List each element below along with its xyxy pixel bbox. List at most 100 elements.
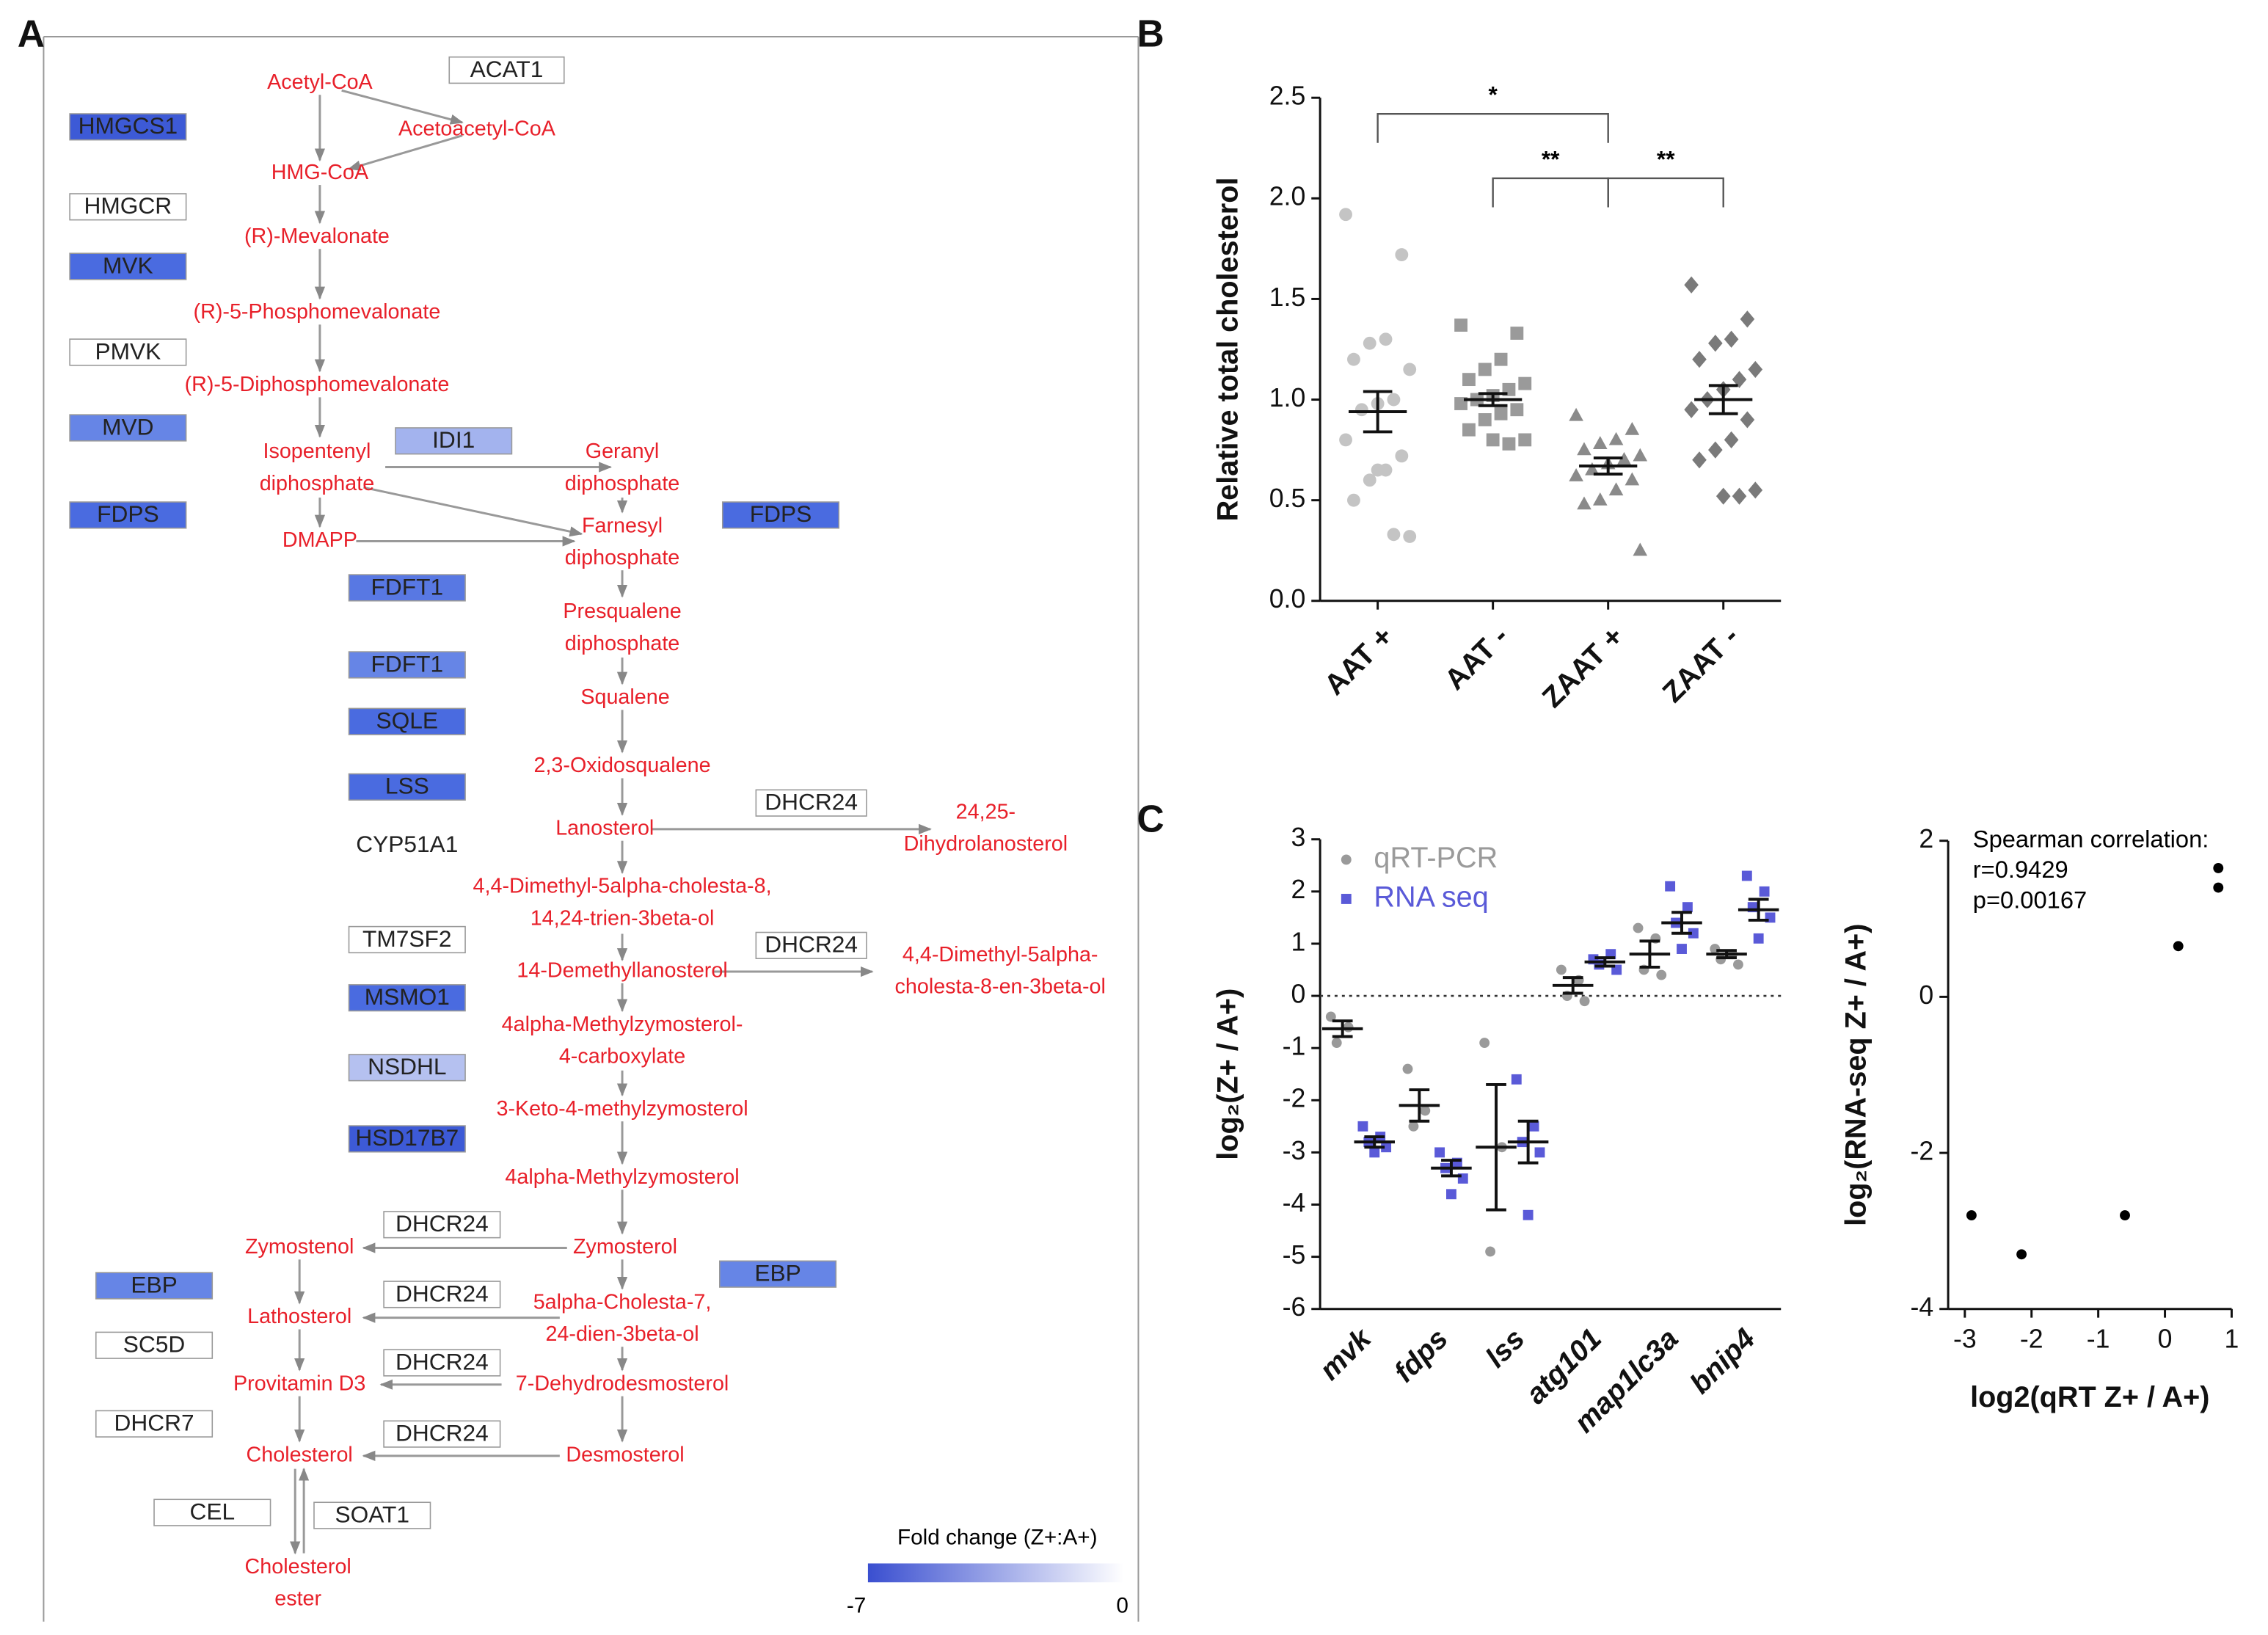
enzyme-label: SC5D xyxy=(123,1331,186,1358)
data-point xyxy=(1740,411,1755,429)
data-point xyxy=(2173,941,2184,952)
annotation: Spearman correlation: xyxy=(1973,825,2209,852)
data-point xyxy=(1510,403,1524,417)
error-bar xyxy=(1639,939,1660,969)
enzyme-label: MVK xyxy=(103,252,153,278)
data-point xyxy=(1608,431,1624,445)
data-point xyxy=(1708,441,1723,459)
data-point xyxy=(1579,996,1590,1007)
enzyme-label: DHCR24 xyxy=(765,789,858,815)
enzyme-label: EBP xyxy=(754,1260,801,1286)
x-tick-label: fdps xyxy=(1388,1322,1454,1388)
data-point xyxy=(1446,1189,1456,1200)
metabolite: 4alpha-Methylzymosterol- xyxy=(502,1013,743,1036)
data-point xyxy=(1478,363,1492,376)
data-point xyxy=(1403,530,1417,543)
data-point xyxy=(1577,496,1591,510)
pathway-arrows xyxy=(290,89,932,1555)
error-bar xyxy=(1364,1135,1385,1149)
enzyme-box xyxy=(69,193,187,221)
enzyme-label: PMVK xyxy=(95,338,161,364)
arrow xyxy=(363,486,583,537)
x-tick-label: bnip4 xyxy=(1684,1322,1762,1400)
enzyme-box xyxy=(383,1420,501,1448)
metabolite: Dihydrolanosterol xyxy=(904,832,1068,856)
x-tick-label: -1 xyxy=(2087,1325,2110,1354)
data-point xyxy=(1692,451,1707,469)
metabolite: Provitamin D3 xyxy=(233,1372,365,1395)
metabolite: (R)-5-Diphosphomevalonate xyxy=(185,373,450,396)
data-point xyxy=(1339,433,1352,447)
enzyme-box xyxy=(69,338,187,366)
annotation: r=0.9429 xyxy=(1973,856,2068,883)
data-point xyxy=(1454,318,1467,332)
data-point xyxy=(1592,492,1608,506)
y-tick-label: -6 xyxy=(1283,1292,1306,1322)
data-point xyxy=(1684,401,1699,418)
data-point xyxy=(1462,373,1476,387)
significance-label: * xyxy=(1488,81,1498,108)
metabolite: 4-carboxylate xyxy=(559,1045,685,1068)
x-tick-label: 1 xyxy=(2225,1325,2239,1354)
colorbar xyxy=(867,1563,1124,1583)
y-axis-label: log₂(RNA-seq Z+ / A+) xyxy=(1840,924,1873,1226)
panel-label: A xyxy=(18,12,45,55)
metabolite: 4,4-Dimethyl-5alpha- xyxy=(903,943,1098,966)
metabolite: Presqualene xyxy=(563,600,681,623)
error-bar xyxy=(1593,456,1623,476)
data-point xyxy=(1494,352,1508,366)
data-point xyxy=(1732,371,1747,388)
enzyme-label: HSD17B7 xyxy=(355,1124,459,1151)
metabolite: cholesta-8-en-3beta-ol xyxy=(895,975,1106,998)
metabolite: diphosphate xyxy=(565,546,680,569)
y-tick-label: 0.0 xyxy=(1269,584,1306,613)
data-point xyxy=(1325,1011,1336,1022)
metabolite: 4,4-Dimethyl-5alpha-cholesta-8, xyxy=(473,875,772,898)
metabolite: 2,3-Oxidosqualene xyxy=(533,754,710,777)
data-point xyxy=(1633,922,1644,933)
enzyme-label: DHCR24 xyxy=(395,1419,489,1446)
data-point xyxy=(1369,1147,1380,1158)
enzyme-box xyxy=(383,1349,501,1377)
metabolite: Acetoacetyl-CoA xyxy=(398,117,556,140)
data-point xyxy=(1387,528,1401,542)
data-point xyxy=(1462,423,1476,437)
data-point xyxy=(1339,208,1352,222)
data-point xyxy=(1724,330,1739,348)
metabolite: (R)-5-Phosphomevalonate xyxy=(194,300,441,324)
metabolite: Zymostenol xyxy=(245,1235,354,1259)
data-point xyxy=(1966,1210,1977,1221)
y-tick-label: 3 xyxy=(1291,823,1305,852)
metabolite: diphosphate xyxy=(565,472,680,495)
annotation: p=0.00167 xyxy=(1973,886,2087,914)
data-point xyxy=(2120,1210,2130,1221)
error-bar xyxy=(1517,1119,1539,1165)
y-tick-label: 0 xyxy=(1919,980,1933,1010)
significance-label: ** xyxy=(1657,145,1675,172)
enzyme-box xyxy=(348,651,466,679)
data-point xyxy=(1486,433,1500,447)
enzyme-box xyxy=(69,414,187,442)
enzyme-label: CYP51A1 xyxy=(356,831,458,857)
y-axis-label: Relative total cholesterol xyxy=(1212,178,1244,522)
enzyme-box xyxy=(383,1281,501,1308)
enzyme-label: HMGCR xyxy=(84,192,172,219)
data-point xyxy=(1510,327,1524,340)
significance-bracket xyxy=(1492,177,1609,208)
data-point xyxy=(1395,248,1409,262)
y-tick-label: 2.0 xyxy=(1269,182,1306,211)
enzyme-label: DHCR24 xyxy=(395,1280,489,1306)
colorbar-min: -7 xyxy=(847,1594,866,1618)
error-bar xyxy=(1748,897,1769,922)
data-point xyxy=(1357,1121,1368,1132)
data-point xyxy=(1616,452,1632,465)
enzyme-label: MSMO1 xyxy=(365,983,450,1010)
arrow xyxy=(341,89,464,125)
enzyme-box xyxy=(383,1211,501,1239)
enzyme-label: FDPS xyxy=(750,500,812,527)
metabolite: Cholesterol xyxy=(247,1443,353,1466)
data-point xyxy=(1656,969,1667,980)
enzyme-label: EBP xyxy=(131,1271,177,1297)
data-point xyxy=(1343,1022,1354,1033)
